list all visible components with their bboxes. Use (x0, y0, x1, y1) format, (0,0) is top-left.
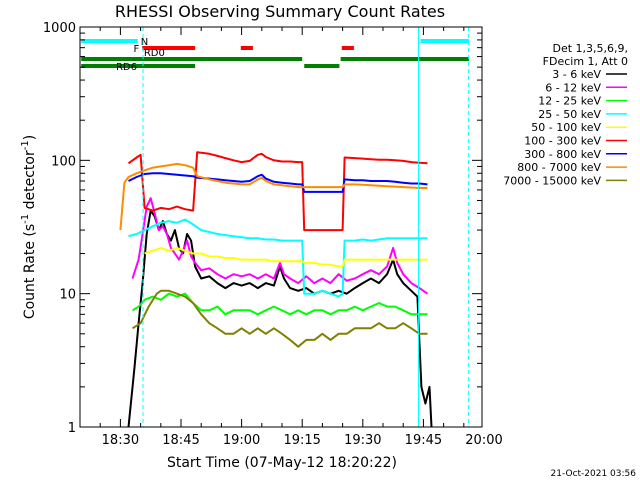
flag-label-rd6: RD6 (116, 62, 137, 73)
series-line-8 (131, 289, 428, 348)
x-tick-label-4: 19:30 (344, 433, 381, 448)
y-tick-label-1: 10 (59, 288, 76, 303)
y-axis-label: Count Rate (s-1 detector-1) (20, 135, 38, 319)
x-tick-label-2: 19:00 (223, 433, 260, 448)
flag-layer: NF RD0 RD6 (81, 37, 470, 73)
flag-label-f: F (133, 44, 139, 55)
x-tick-label-3: 19:15 (283, 433, 320, 448)
y-axis-label-sup-1: -1 (20, 214, 31, 224)
legend-label-7: 800 - 7000 keV (517, 161, 601, 174)
legend-label-3: 25 - 50 keV (538, 108, 601, 121)
flag-label-n: N (141, 37, 148, 48)
series-line-6 (128, 172, 428, 193)
y-axis-label-sup-2: -1 (20, 140, 31, 150)
x-axis-label: Start Time (07-May-12 18:20:22) (167, 455, 397, 471)
plot-frame (79, 26, 483, 428)
y-axis-label-main: Count Rate (s (22, 224, 38, 319)
series-line-5 (127, 151, 428, 232)
x-tick-label-6: 20:00 (465, 433, 502, 448)
y-tick-label-3: 1000 (43, 21, 76, 36)
y-tick-label-2: 100 (51, 154, 76, 169)
x-tick-label-0: 18:30 (102, 433, 139, 448)
vline-layer (142, 27, 470, 427)
series-line-2 (131, 292, 428, 316)
series-line-7 (119, 162, 428, 231)
series-line-0 (127, 209, 433, 427)
series-line-4 (144, 247, 428, 268)
legend-label-4: 50 - 100 keV (531, 121, 601, 134)
axis-layer: 18:30 18:45 19:00 19:15 19:30 19:45 20:00 1 10 10… (43, 21, 503, 448)
footer-timestamp: 21-Oct-2021 03:56 (551, 469, 637, 479)
y-axis-label-end: ) (22, 135, 38, 140)
x-tick-label-5: 19:45 (405, 433, 442, 448)
legend-label-0: 3 - 6 keV (552, 68, 601, 81)
legend: Det 1,3,5,6,9,FDecim 1, Att 03 - 6 keV6 … (503, 42, 628, 187)
x-tick-label-1: 18:45 (162, 433, 199, 448)
series-layer (119, 151, 433, 427)
flag-label-rd0: RD0 (144, 48, 165, 59)
legend-label-5: 100 - 300 keV (524, 135, 601, 148)
legend-header-0: Det 1,3,5,6,9, (552, 42, 628, 55)
legend-label-2: 12 - 25 keV (538, 95, 601, 108)
legend-label-6: 300 - 800 keV (524, 148, 601, 161)
legend-label-8: 7000 - 15000 keV (503, 174, 601, 187)
series-line-1 (131, 197, 429, 295)
chart-title: RHESSI Observing Summary Count Rates (115, 2, 445, 21)
series-line-3 (128, 218, 428, 298)
y-tick-label-0: 1 (68, 421, 76, 436)
legend-label-1: 6 - 12 keV (545, 81, 601, 94)
y-axis-label-mid: detector (22, 150, 38, 214)
legend-header-1: FDecim 1, Att 0 (543, 55, 628, 68)
